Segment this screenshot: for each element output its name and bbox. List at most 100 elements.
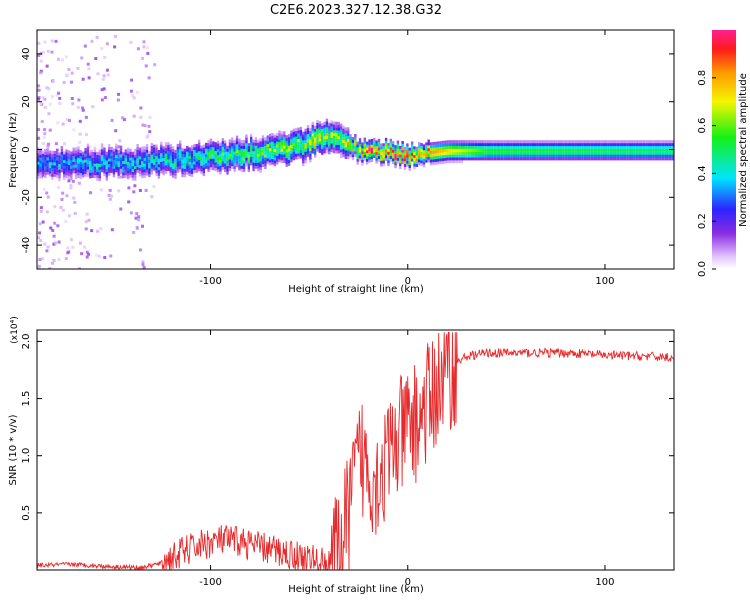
spectrogram-cell xyxy=(444,152,447,156)
spectrogram-noise-cell xyxy=(50,39,54,43)
spectrogram-cell xyxy=(595,140,598,144)
spectrogram-cell xyxy=(231,148,234,152)
spectrogram-cell xyxy=(474,157,478,161)
spectrogram-cell xyxy=(616,151,620,155)
spectrogram-cell xyxy=(96,163,99,167)
spectrogram-noise-cell xyxy=(67,68,71,72)
spectrogram-cell xyxy=(169,158,172,162)
spectrogram-cell xyxy=(408,147,411,151)
spectrogram-cell xyxy=(214,159,217,163)
spectrogram-cell xyxy=(152,164,156,168)
spectrogram-cell xyxy=(259,169,262,173)
spectrogram-cell xyxy=(347,130,350,134)
spectrogram-cell xyxy=(505,140,508,144)
spectrogram-cell xyxy=(557,157,561,161)
spectrogram-cell xyxy=(171,160,175,164)
spectrogram-cell xyxy=(46,168,49,172)
spectrogram-cell xyxy=(119,162,123,166)
spectrogram-cell xyxy=(285,146,288,150)
spectrogram-cell xyxy=(100,149,104,153)
spectrogram-cell xyxy=(287,162,291,166)
spectrogram-cell xyxy=(602,143,606,147)
spectrogram-cell xyxy=(212,152,215,156)
spectrogram-cell xyxy=(576,143,579,147)
spectrogram-cell xyxy=(63,162,66,166)
spectrogram-cell xyxy=(212,141,215,145)
spectrogram-cell xyxy=(642,157,646,161)
spectrogram-cell xyxy=(328,142,331,146)
spectrogram-cell xyxy=(313,151,317,155)
spectrogram-cell xyxy=(273,157,277,161)
spectrogram-cell xyxy=(70,168,73,172)
spectrogram-cell xyxy=(245,140,248,144)
spectrogram-cell xyxy=(439,158,442,162)
spectrogram-cell xyxy=(384,137,388,141)
spectrogram-cell xyxy=(507,151,511,155)
spectrogram-cell xyxy=(287,151,291,155)
spectrogram-cell xyxy=(460,143,464,147)
spectrogram-cell xyxy=(84,165,87,169)
spectrogram-noise-cell xyxy=(135,212,139,216)
spectrogram-cell xyxy=(259,161,262,165)
spectrogram-cell xyxy=(171,166,175,170)
spectrogram-cell xyxy=(368,145,371,149)
spectrogram-cell xyxy=(451,151,454,155)
spectrogram-cell xyxy=(72,156,75,160)
spectrogram-cell xyxy=(444,143,447,147)
spectrogram-cell xyxy=(633,145,636,149)
spectrogram-cell xyxy=(377,158,381,162)
spectrogram-cell xyxy=(150,160,153,164)
spectrogram-cell xyxy=(297,156,300,160)
spectrogram-cell xyxy=(441,155,445,159)
spectrogram-cell xyxy=(290,153,293,157)
spectrogram-cell xyxy=(574,151,577,155)
spectrogram-cell xyxy=(131,157,135,161)
spectrogram-cell xyxy=(110,158,113,162)
spectrogram-cell xyxy=(178,146,182,150)
spectrogram-cell xyxy=(666,143,669,147)
spectrogram-cell xyxy=(150,145,153,149)
spectrogram-cell xyxy=(524,148,527,152)
spectrogram-cell xyxy=(564,148,568,152)
spectrogram-cell xyxy=(358,155,362,159)
spectrogram-cell xyxy=(316,142,319,146)
spectrogram-cell xyxy=(93,166,97,170)
spectrogram-noise-cell xyxy=(70,97,74,101)
spectrogram-cell xyxy=(330,140,333,144)
spectrogram-cell xyxy=(510,151,513,155)
spectrogram-cell xyxy=(162,169,165,173)
spectrogram-noise-cell xyxy=(66,246,70,250)
spectrogram-cell xyxy=(422,150,426,154)
spectrogram-cell xyxy=(55,148,59,152)
spectrogram-cell xyxy=(268,159,272,163)
spectrogram-cell xyxy=(607,145,610,149)
spectrogram-cell xyxy=(304,131,307,135)
spectrogram-cell xyxy=(373,137,376,141)
spectrogram-cell xyxy=(171,146,175,150)
spectrogram-cell xyxy=(498,143,501,147)
spectrogram-cell xyxy=(455,148,459,152)
spectrogram-cell xyxy=(58,163,61,167)
spectrogram-cell xyxy=(103,156,106,160)
spectrogram-cell xyxy=(195,166,198,170)
spectrogram-cell xyxy=(316,145,319,149)
spectrogram-cell xyxy=(171,163,175,167)
spectrogram-cell xyxy=(152,156,156,160)
spectrogram-noise-cell xyxy=(84,227,88,231)
spectrogram-cell xyxy=(67,158,71,162)
spectrogram-cell xyxy=(46,157,49,161)
spectrogram-cell xyxy=(231,157,234,161)
spectrogram-cell xyxy=(160,170,163,174)
spectrogram-cell xyxy=(332,124,336,128)
spectrogram-cell xyxy=(453,148,456,152)
spectrogram-cell xyxy=(365,150,369,154)
spectrogram-cell xyxy=(425,156,428,160)
spectrogram-cell xyxy=(231,137,234,141)
spectrogram-cell xyxy=(581,157,584,161)
spectrogram-cell xyxy=(245,157,248,161)
spectrogram-cell xyxy=(666,148,669,152)
spectrogram-cell xyxy=(512,157,516,161)
spectrogram-cell xyxy=(122,166,125,170)
spectrogram-cell xyxy=(264,151,267,155)
spectrogram-cell xyxy=(93,169,97,173)
